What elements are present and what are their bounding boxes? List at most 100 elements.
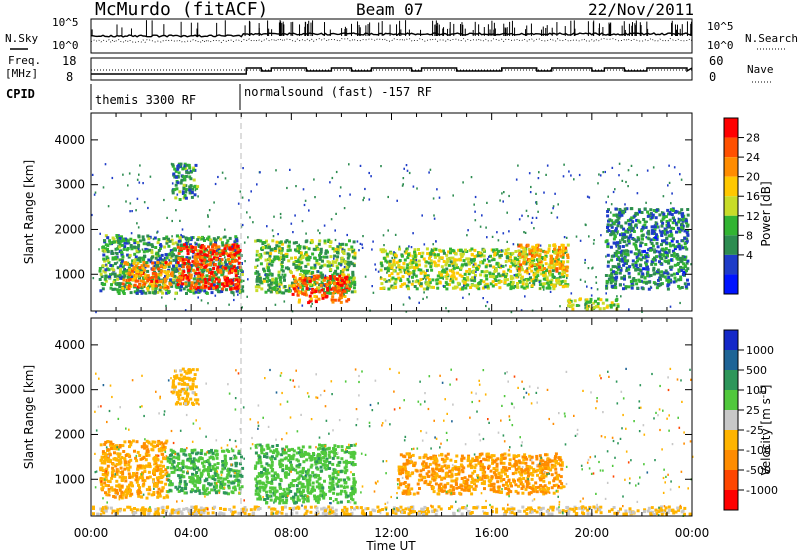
echo-cell [336,255,340,259]
echo-cell [231,248,235,252]
echo-cell [205,492,209,496]
echo-cell [200,449,204,452]
echo-cell [410,282,414,286]
echo-cell [305,232,307,235]
echo-cell [669,305,672,308]
echo-cell [683,245,687,249]
echo-cell [385,252,389,256]
echo-cell [104,268,108,272]
echo-cell [336,285,340,289]
echo-cell [615,275,619,279]
echo-cell [614,227,618,231]
echo-cell [326,283,330,286]
echo-cell [485,304,487,308]
echo-cell [294,260,298,263]
echo-cell [216,282,220,286]
echo-cell [492,248,495,252]
echo-cell [649,208,653,212]
echo-cell [185,239,188,242]
echo-cell [524,295,526,298]
echo-cell [194,264,198,268]
echo-cell [605,239,609,243]
echo-cell [627,169,630,172]
echo-cell [409,259,413,263]
echo-cell [135,270,139,274]
echo-cell [473,262,477,266]
echo-cell [275,291,279,295]
echo-cell [640,275,644,279]
echo-cell [130,278,133,281]
echo-cell [174,241,178,245]
echo-cell [459,287,463,291]
echo-cell [310,291,314,295]
echo-cell [675,221,678,225]
echo-cell [383,249,387,253]
echo-cell [392,269,396,272]
echo-cell [381,264,384,267]
echo-cell [352,278,356,282]
echo-cell [157,441,161,445]
echo-cell [514,264,518,268]
echo-cell [172,455,176,459]
echo-cell [627,222,631,226]
echo-cell [317,274,321,278]
echo-cell [652,268,656,272]
echo-cell [653,256,656,260]
echo-cell [159,280,163,284]
echo-cell [276,257,280,261]
echo-cell [124,490,127,494]
echo-cell [299,251,303,255]
echo-cell [414,274,418,278]
echo-cell [393,256,396,259]
echo-cell [478,251,482,255]
echo-cell [147,492,151,496]
echo-cell [434,247,438,251]
echo-cell [627,236,631,240]
echo-cell [623,277,626,281]
echo-cell [609,303,613,307]
echo-cell [109,443,113,447]
echo-cell [627,267,631,271]
echo-cell [368,171,370,175]
echo-cell [425,287,429,291]
echo-cell [103,459,106,463]
echo-cell [675,240,679,244]
echo-cell [103,461,107,465]
echo-cell [516,282,519,286]
echo-cell [217,245,221,249]
echo-cell [414,280,418,284]
echo-cell [664,269,668,273]
echo-cell [289,271,293,275]
echo-cell [167,244,171,248]
echo-cell [325,255,329,259]
echo-cell [454,277,458,281]
echo-cell [191,255,195,259]
echo-cell [678,230,682,234]
echo-cell [134,258,138,262]
echo-cell [488,307,490,310]
echo-cell [274,255,278,259]
echo-cell [653,228,657,232]
echo-cell [394,280,398,284]
echo-cell [206,268,210,272]
echo-cell [533,254,536,258]
echo-cell [137,243,141,247]
echo-cell [216,462,220,465]
echo-cell [175,183,178,186]
echo-cell [669,265,673,269]
echo-cell [333,287,337,291]
echo-cell [388,259,392,263]
echo-cell [620,253,624,257]
echo-cell [623,235,626,239]
echo-cell [432,260,436,264]
echo-cell [345,299,349,303]
echo-cell [625,180,627,184]
echo-cell [554,260,556,263]
echo-cell [428,281,432,285]
echo-cell [540,260,544,264]
echo-cell [573,178,575,181]
echo-cell [138,476,142,480]
echo-cell [690,263,692,266]
echo-cell [395,266,398,269]
echo-cell [153,261,157,265]
